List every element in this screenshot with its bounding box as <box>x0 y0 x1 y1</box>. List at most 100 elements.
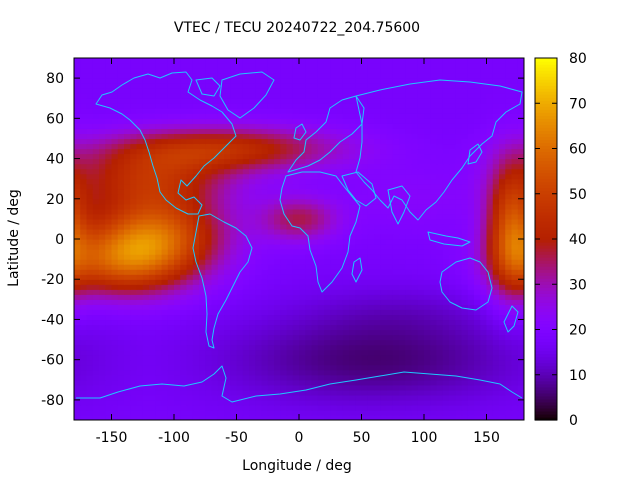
heatmap-cell <box>174 133 181 140</box>
heatmap-cell <box>261 334 269 341</box>
heatmap-cell <box>480 269 488 275</box>
heatmap-cell <box>186 309 194 316</box>
heatmap-cell <box>136 103 144 109</box>
heatmap-cell <box>161 249 169 255</box>
heatmap-cell <box>149 404 156 411</box>
heatmap-cell <box>255 274 263 280</box>
heatmap-cell <box>380 404 388 411</box>
heatmap-cell <box>199 284 206 290</box>
heatmap-cell <box>274 244 281 250</box>
heatmap-cell <box>155 374 163 381</box>
heatmap-cell <box>255 244 263 250</box>
heatmap-cell <box>517 269 524 275</box>
heatmap-cell <box>455 409 463 416</box>
heatmap-cell <box>236 339 244 346</box>
heatmap-cell <box>430 279 438 285</box>
heatmap-cell <box>442 163 450 170</box>
heatmap-cell <box>492 329 500 336</box>
heatmap-cell <box>161 389 169 396</box>
heatmap-cell <box>99 148 106 155</box>
heatmap-cell <box>280 279 288 285</box>
heatmap-cell <box>211 188 219 195</box>
heatmap-cell <box>74 198 81 205</box>
heatmap-cell <box>311 279 319 285</box>
heatmap-cell <box>317 213 325 220</box>
heatmap-cell <box>324 404 331 411</box>
heatmap-cell <box>505 254 513 260</box>
heatmap-cell <box>517 309 524 316</box>
heatmap-cell <box>480 218 488 225</box>
heatmap-cell <box>111 414 119 420</box>
heatmap-cell <box>461 163 469 170</box>
heatmap-cell <box>236 193 244 200</box>
heatmap-cell <box>417 289 425 295</box>
heatmap-cell <box>442 78 450 84</box>
heatmap-cell <box>486 143 494 150</box>
heatmap-cell <box>236 254 244 260</box>
heatmap-cell <box>180 143 188 150</box>
heatmap-cell <box>186 133 194 140</box>
heatmap-cell <box>455 364 463 371</box>
heatmap-cell <box>505 324 513 331</box>
heatmap-cell <box>342 404 350 411</box>
heatmap-cell <box>317 188 325 195</box>
heatmap-cell <box>349 404 356 411</box>
heatmap-cell <box>411 354 419 361</box>
heatmap-cell <box>511 404 519 411</box>
heatmap-cell <box>242 374 250 381</box>
heatmap-cell <box>449 148 456 155</box>
heatmap-cell <box>311 244 319 250</box>
heatmap-cell <box>386 384 394 391</box>
heatmap-cell <box>511 93 519 99</box>
heatmap-cell <box>99 349 106 356</box>
heatmap-cell <box>392 339 400 346</box>
heatmap-cell <box>467 364 475 371</box>
heatmap-cell <box>80 324 88 331</box>
heatmap-cell <box>161 404 169 411</box>
heatmap-cell <box>74 284 81 290</box>
heatmap-cell <box>517 118 524 124</box>
heatmap-cell <box>142 259 150 265</box>
heatmap-cell <box>155 299 163 305</box>
heatmap-cell <box>167 168 175 175</box>
heatmap-cell <box>292 213 300 220</box>
heatmap-cell <box>180 349 188 356</box>
heatmap-cell <box>392 198 400 205</box>
heatmap-cell <box>342 364 350 371</box>
heatmap-cell <box>249 249 256 255</box>
heatmap-cell <box>142 213 150 220</box>
heatmap-cell <box>417 239 425 245</box>
heatmap-cell <box>461 178 469 185</box>
heatmap-cell <box>274 274 281 280</box>
heatmap-cell <box>411 239 419 245</box>
heatmap-cell <box>124 168 131 175</box>
heatmap-cell <box>217 264 225 270</box>
heatmap-cell <box>199 83 206 89</box>
heatmap-cell <box>274 213 281 220</box>
heatmap-cell <box>224 344 231 351</box>
heatmap-cell <box>261 279 269 285</box>
heatmap-cell <box>424 344 431 351</box>
heatmap-cell <box>261 289 269 295</box>
heatmap-cell <box>142 143 150 150</box>
heatmap-cell <box>174 228 181 235</box>
heatmap-cell <box>411 203 419 210</box>
heatmap-cell <box>336 249 344 255</box>
heatmap-cell <box>136 138 144 145</box>
heatmap-cell <box>117 394 125 401</box>
heatmap-cell <box>249 289 256 295</box>
heatmap-cell <box>367 118 375 124</box>
heatmap-cell <box>355 369 363 376</box>
heatmap-cell <box>249 73 256 79</box>
heatmap-cell <box>161 364 169 371</box>
heatmap-cell <box>342 173 350 180</box>
heatmap-cell <box>211 334 219 341</box>
heatmap-cell <box>361 334 369 341</box>
heatmap-cell <box>211 394 219 401</box>
heatmap-cell <box>167 379 175 386</box>
heatmap-cell <box>230 88 238 94</box>
heatmap-cell <box>274 284 281 290</box>
heatmap-cell <box>217 183 225 190</box>
heatmap-cell <box>324 133 331 140</box>
heatmap-cell <box>80 83 88 89</box>
